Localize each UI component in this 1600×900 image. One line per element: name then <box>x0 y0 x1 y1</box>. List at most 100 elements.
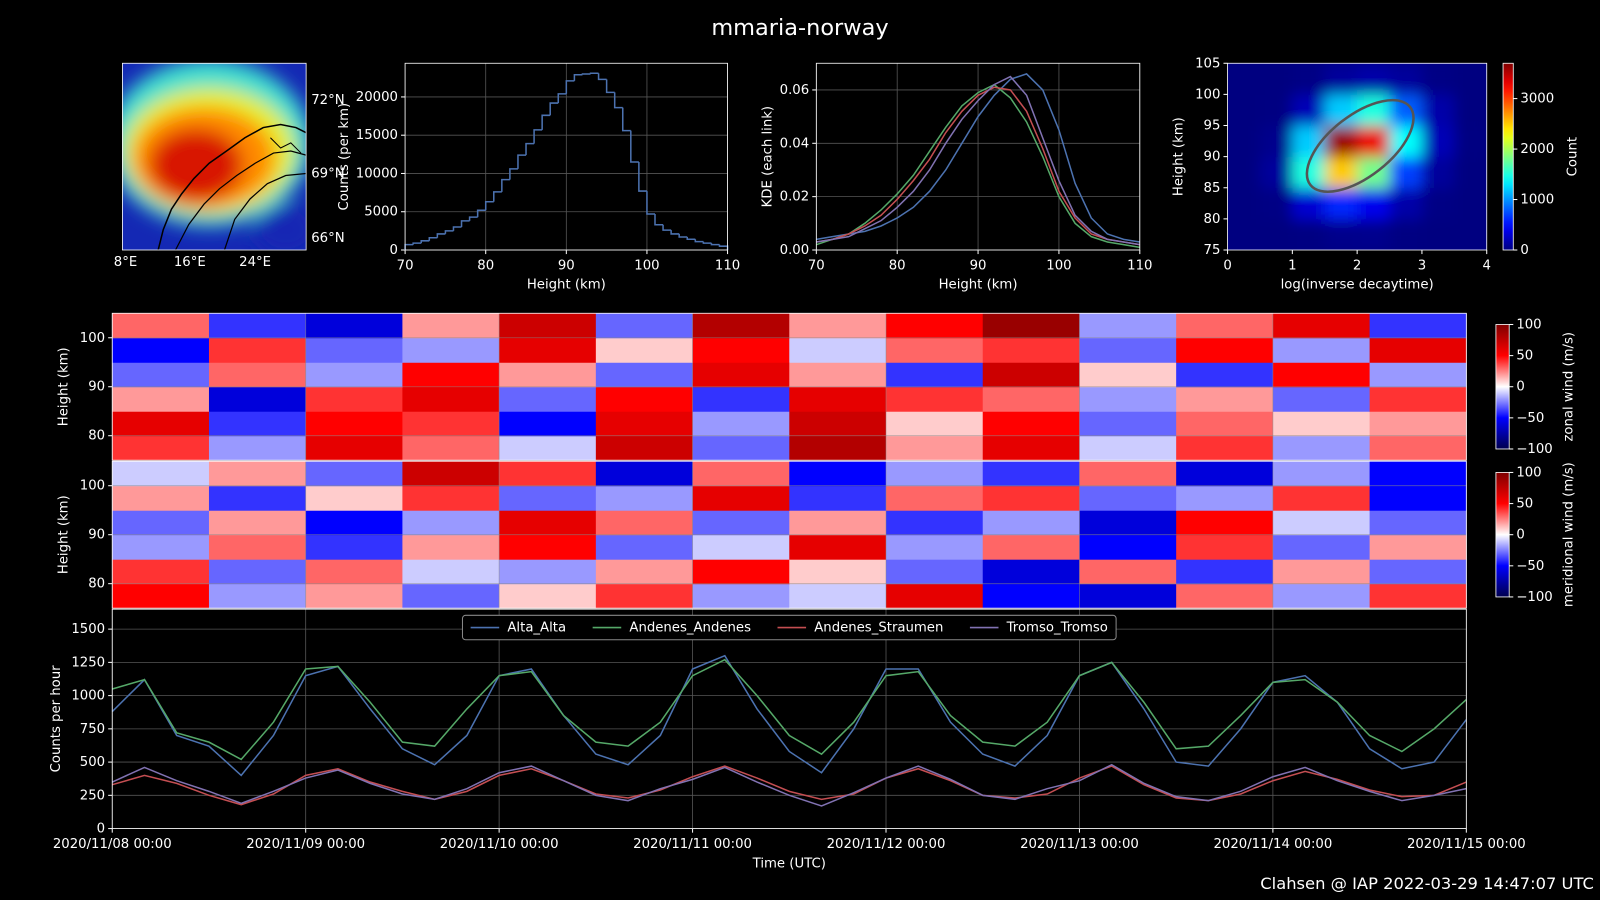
histogram-step <box>694 239 704 243</box>
heatmap-cell <box>1176 559 1274 585</box>
y-axis-label: Height (km) <box>56 495 71 574</box>
heatmap-cell <box>692 461 790 487</box>
x-tick-label: 2 <box>1353 258 1361 273</box>
histogram-step <box>581 73 591 75</box>
y-tick-label: 80 <box>88 577 105 592</box>
heatmap-cell <box>692 313 790 339</box>
heatmap-cell <box>886 386 984 412</box>
histogram-step <box>428 236 438 241</box>
hist2d-cell <box>1454 187 1487 220</box>
histogram-step <box>557 93 567 104</box>
heatmap-cell <box>1369 386 1467 412</box>
heatmap-cell <box>112 534 210 560</box>
x-tick-label: 2020/11/11 00:00 <box>633 837 752 852</box>
y-tick-label: 80 <box>1204 212 1221 227</box>
heatmap-cell <box>886 411 984 437</box>
heatmap-cell <box>982 411 1080 437</box>
hist2d-cell <box>1324 156 1358 189</box>
axes-frame <box>1227 62 1488 251</box>
heatmap-cell <box>305 583 403 609</box>
hist2d-cell <box>1454 125 1487 158</box>
hist2d-cell <box>1292 187 1326 220</box>
heatmap-cell <box>402 435 500 461</box>
heatmap-cell <box>982 485 1080 511</box>
heatmap-cell <box>1369 559 1467 585</box>
heatmap-cell <box>305 435 403 461</box>
histogram-step <box>670 230 680 235</box>
histogram-step <box>509 168 518 180</box>
hist2d-cell <box>1324 218 1358 250</box>
colorbar-label: Count <box>1565 137 1580 176</box>
histogram-step <box>565 80 575 94</box>
histogram-step <box>444 230 454 234</box>
histogram-step <box>533 129 543 144</box>
heatmap-cell <box>595 386 694 412</box>
heatmap-cell <box>402 534 500 560</box>
histogram-step <box>501 178 510 192</box>
y-tick-label: 100 <box>1195 87 1220 102</box>
hist2d-cell <box>1389 218 1423 250</box>
hist2d-cell <box>1421 94 1455 127</box>
heatmap-cell <box>789 510 887 536</box>
series-line <box>111 763 1467 807</box>
heatmap-cell <box>402 485 500 511</box>
y-tick-label: 10000 <box>356 166 398 181</box>
heatmap-cell <box>692 435 790 461</box>
heatmap-cell <box>208 337 307 363</box>
colorbar-tick-label: 100 <box>1516 317 1541 332</box>
heatmap-cell <box>1272 461 1371 487</box>
y-axis-label: Height (km) <box>1172 117 1187 196</box>
hist2d-cell <box>1227 125 1261 158</box>
colorbar <box>1502 62 1514 251</box>
y-tick-label: 0.04 <box>780 136 810 151</box>
lat-label: 66°N <box>311 231 344 246</box>
heatmap-cell <box>112 362 210 388</box>
heatmap-cell <box>595 534 694 560</box>
heatmap-cell <box>1272 435 1371 461</box>
histogram-step <box>452 226 462 231</box>
heatmap-cell <box>789 485 887 511</box>
heatmap-cell <box>402 362 500 388</box>
heatmap-cell <box>595 313 694 339</box>
heatmap-cell <box>1369 485 1467 511</box>
histogram-step <box>678 233 688 238</box>
hist2d-cell <box>1227 63 1261 95</box>
y-tick-label: 0.00 <box>780 243 810 258</box>
heatmap-cell <box>595 362 694 388</box>
x-tick-label: 3 <box>1418 258 1426 273</box>
y-tick-label: 80 <box>88 429 105 444</box>
heatmap-cell <box>982 559 1080 585</box>
coverage-peak <box>148 128 243 203</box>
heatmap-cell <box>692 510 790 536</box>
heatmap-cell <box>1272 485 1371 511</box>
y-tick-label: 0.06 <box>780 83 810 98</box>
heatmap-cell <box>1176 435 1274 461</box>
hist2d-cell <box>1454 63 1487 95</box>
heatmap-cell <box>1369 362 1467 388</box>
histogram-step <box>460 220 470 228</box>
series-line <box>111 654 1467 777</box>
heatmap-cell <box>1369 583 1467 609</box>
heatmap-cell <box>402 411 500 437</box>
coastline <box>270 137 302 154</box>
heatmap-cell <box>305 534 403 560</box>
hist2d-cell <box>1292 94 1326 127</box>
y-tick-label: 0 <box>97 822 105 837</box>
heatmap-cell <box>1369 337 1467 363</box>
heatmap-cell <box>1272 583 1371 609</box>
y-tick-label: 85 <box>1204 181 1221 196</box>
hist2d-cell <box>1259 63 1293 95</box>
y-tick-label: 100 <box>80 331 105 346</box>
series-line <box>112 658 1467 761</box>
heatmap-cell <box>1272 313 1371 339</box>
heatmap-cell <box>402 583 500 609</box>
map-coverage <box>122 63 307 250</box>
histogram-step <box>436 233 446 238</box>
heatmap-cell <box>208 485 307 511</box>
map-image <box>122 63 307 250</box>
hist2d-cell <box>1421 156 1455 189</box>
hist2d-cell <box>1357 125 1391 158</box>
histogram-step <box>646 191 655 215</box>
